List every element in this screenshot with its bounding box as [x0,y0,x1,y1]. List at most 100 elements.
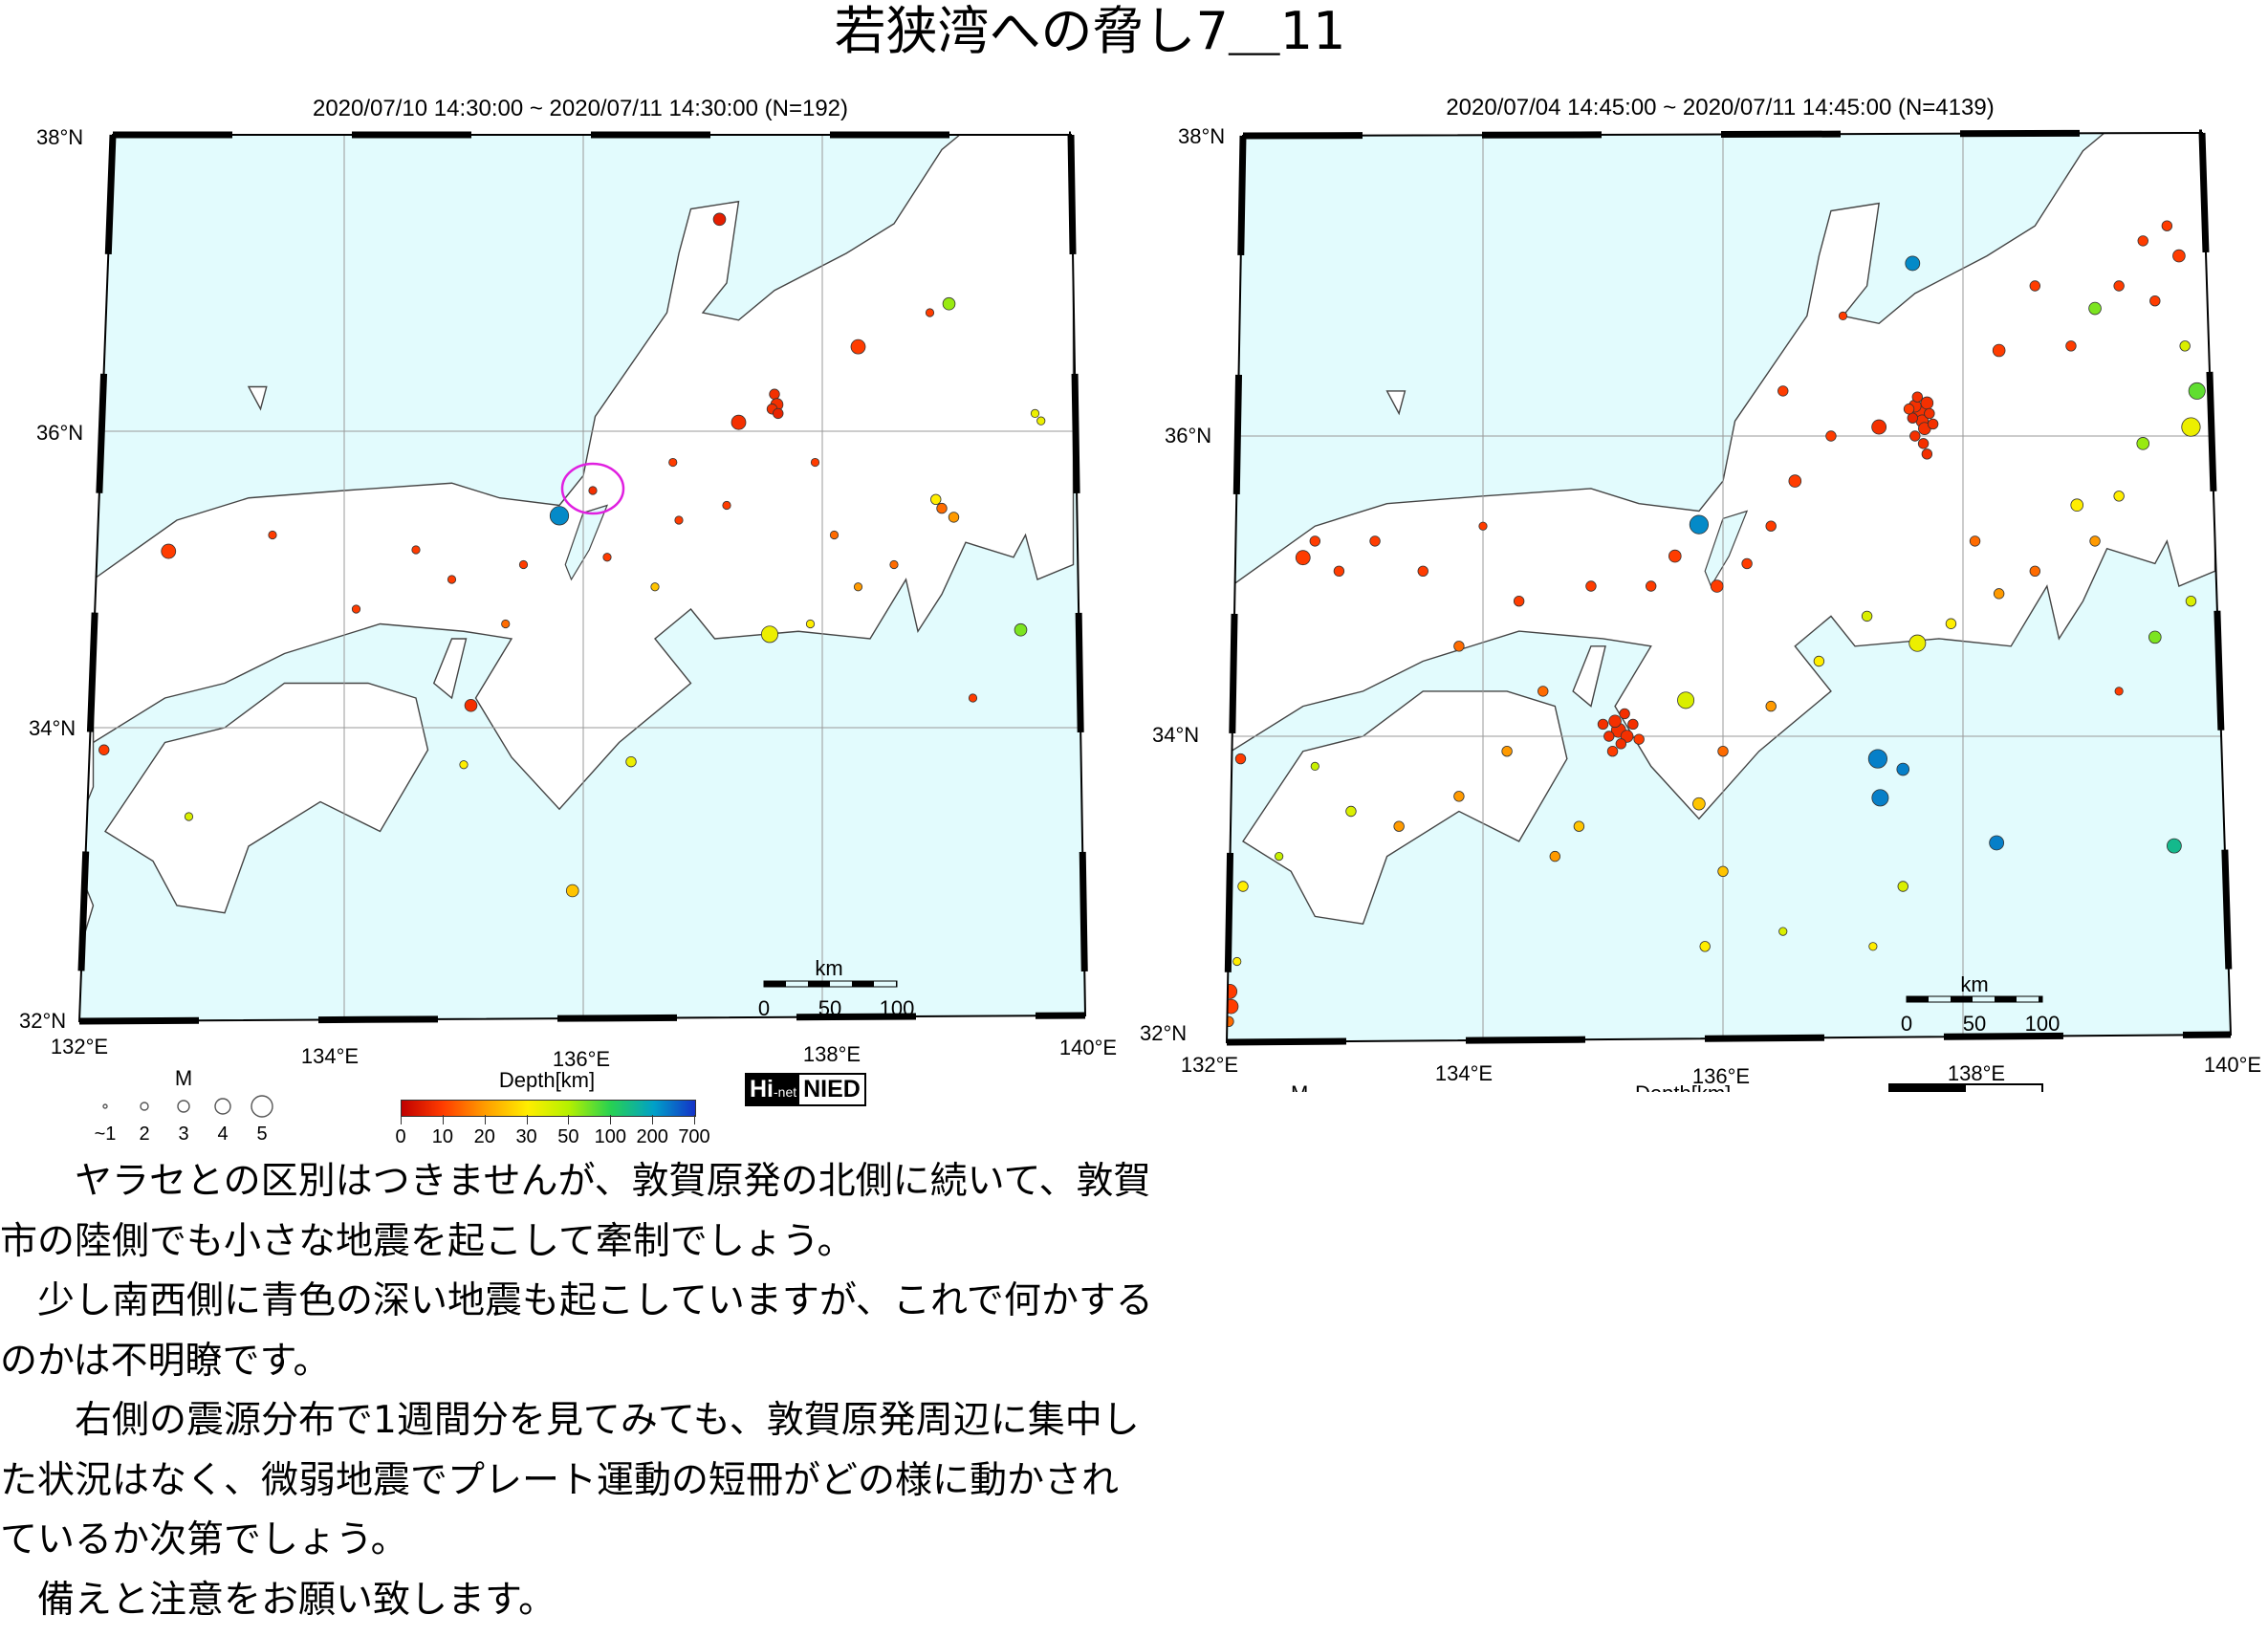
earthquake-marker [459,760,469,770]
colorbar-tick [568,1115,570,1124]
earthquake-marker [1741,557,1753,570]
text-line: 少し南西側に青色の深い地震も起こしていますが、これで何かする [0,1279,1153,1322]
scale-label: 0 [1900,1012,1913,1036]
earthquake-marker [1603,731,1615,742]
lon-label: 138°E [1947,1061,2006,1085]
depth-legend-title: Depth[km] [1635,1081,1731,1092]
earthquake-marker [464,698,478,712]
earthquake-marker [351,604,361,614]
lon-label: 140°E [2203,1053,2262,1077]
land-kyushu [1227,735,1232,1037]
earthquake-marker [1896,762,1910,776]
earthquake-marker [968,693,978,703]
land-oki [1385,390,1407,416]
earthquake-marker [1549,850,1561,862]
earthquake-marker [2172,249,2186,263]
earthquake-marker [1903,404,1915,415]
earthquake-marker [549,506,570,526]
magnitude-legend-circle [214,1098,231,1115]
earthquake-marker [2161,220,2173,231]
land-awaji [1572,645,1606,708]
magnitude-legend-circle [251,1095,273,1118]
map-content [79,135,1085,1021]
lon-label: 134°E [1434,1061,1494,1085]
earthquake-marker [1615,738,1627,750]
earthquake-marker [1868,942,1878,951]
earthquake-marker [1788,474,1802,488]
earthquake-marker [1871,789,1889,807]
earthquake-marker [1333,565,1345,578]
earthquake-marker [1393,820,1405,832]
earthquake-marker [588,486,598,495]
earthquake-marker [829,530,840,540]
scale-bar-outline [1906,995,2043,1003]
text-line: 市の陸側でも小さな地震を起こして牽制でしょう。 [0,1219,855,1263]
text-line: ヤラセとの区別はつきませんが、敦賀原発の北側に続いて、敦賀 [0,1160,1151,1203]
earthquake-marker [1897,881,1908,892]
earthquake-marker [1777,385,1789,397]
earthquake-marker [942,296,956,311]
colorbar-tick [484,1115,486,1124]
earthquake-marker [1234,753,1247,765]
magnitude-legend-circle [140,1102,149,1111]
earthquake-marker [1908,634,1927,652]
text-line: ているか次第でしょう。 [0,1518,408,1561]
earthquake-marker [810,457,820,468]
earthquake-marker [184,812,194,821]
lat-label: 32°N [1140,1021,1188,1045]
earthquake-marker [936,502,948,514]
hinet-nied-logo: Hi-net NIED [745,1073,866,1106]
lon-label: 136°E [1691,1064,1751,1088]
lat-label: 38°N [1178,124,1226,148]
earthquake-marker [1309,535,1321,547]
depth-label: 20 [473,1126,495,1147]
earthquake-marker [268,530,277,540]
earthquake-marker [1917,438,1930,449]
earthquake-marker [1992,343,2006,358]
lake-biwa [564,504,609,581]
magnitude-legend-title: M [174,1066,193,1090]
map-frame-scale-bar [78,1012,1086,1025]
earthquake-marker [1911,391,1924,403]
earthquake-marker [1453,791,1465,802]
earthquake-marker [1417,565,1428,578]
earthquake-marker [1606,746,1619,757]
earthquake-marker [1585,580,1597,592]
earthquake-marker [2179,340,2191,352]
earthquake-marker [1369,535,1381,547]
earthquake-marker [1513,596,1525,607]
earthquake-marker [731,414,747,430]
earthquake-marker [761,625,779,644]
earthquake-marker [773,407,784,420]
map-frame-scale-bar [1242,129,2203,140]
earthquake-marker [1573,820,1585,832]
lon-label: 140°E [1058,1036,1118,1059]
earthquake-marker [1633,733,1645,745]
earthquake-marker [650,582,660,592]
earthquake-marker [1619,708,1630,720]
highlight-circle [560,462,625,515]
earthquake-marker [853,582,863,592]
earthquake-marker [1838,311,1848,320]
lat-label: 34°N [1152,723,1200,747]
earthquake-marker [674,515,684,525]
colorbar-tick [401,1115,402,1124]
magnitude-label: 4 [217,1124,229,1145]
earthquake-marker [668,457,678,468]
scale-label: 0 [757,996,771,1020]
colorbar-tick [442,1115,444,1124]
earthquake-marker [1765,700,1777,712]
earthquake-marker [769,388,780,400]
earthquake-marker [1905,255,1921,272]
earthquake-marker [1608,714,1622,729]
depth-legend-title: Depth[km] [498,1068,596,1092]
land-honshu [1230,133,2216,820]
magnitude-label: 5 [256,1124,268,1145]
earthquake-marker [1921,448,1933,460]
scale-label: 50 [818,996,842,1020]
depth-label: 50 [557,1126,579,1147]
colorbar-tick [526,1115,528,1124]
earthquake-marker [518,559,529,570]
earthquake-marker [1036,416,1046,426]
